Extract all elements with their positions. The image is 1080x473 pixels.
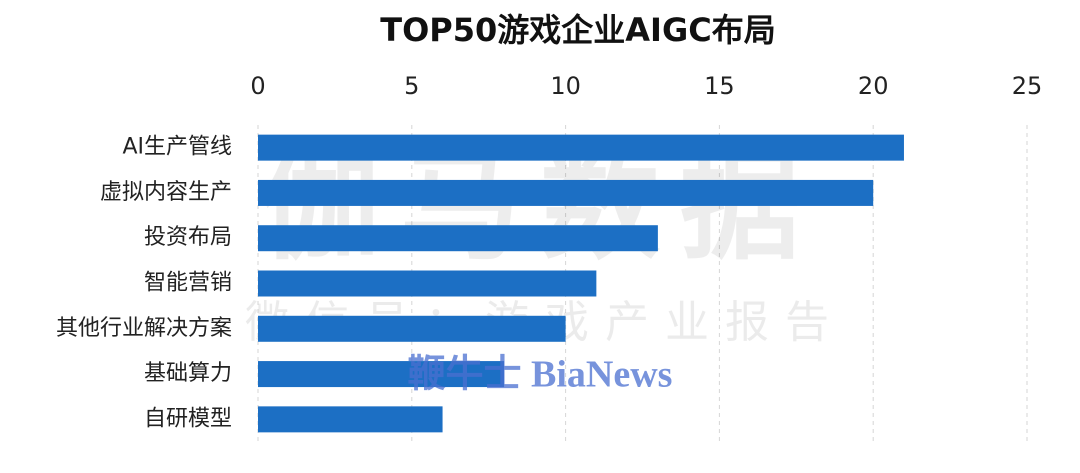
bar [258,225,658,252]
bar [258,270,597,297]
x-tick-label: 20 [858,72,889,100]
watermark: 伽马数据 [260,138,820,277]
bar [258,315,566,342]
y-tick-label: 其他行业解决方案 [56,316,232,341]
y-tick-label: 自研模型 [144,406,232,431]
y-tick-label: AI生产管线 [122,135,232,160]
y-tick-label: 智能营销 [144,271,232,296]
bar [258,406,443,433]
y-tick-label: 虚拟内容生产 [100,180,232,205]
watermark: 鞭牛士 BiaNews [408,354,673,396]
bar [258,134,904,161]
x-tick-label: 0 [250,72,265,100]
bar [258,179,874,206]
x-tick-label: 5 [404,72,419,100]
chart-title: TOP50游戏企业AIGC布局 [380,11,775,49]
x-tick-label: 25 [1012,72,1043,100]
x-tick-label: 15 [704,72,735,100]
y-tick-label: 投资布局 [144,225,232,250]
bar [258,361,505,388]
x-tick-label: 10 [550,72,581,100]
y-tick-label: 基础算力 [144,361,232,386]
